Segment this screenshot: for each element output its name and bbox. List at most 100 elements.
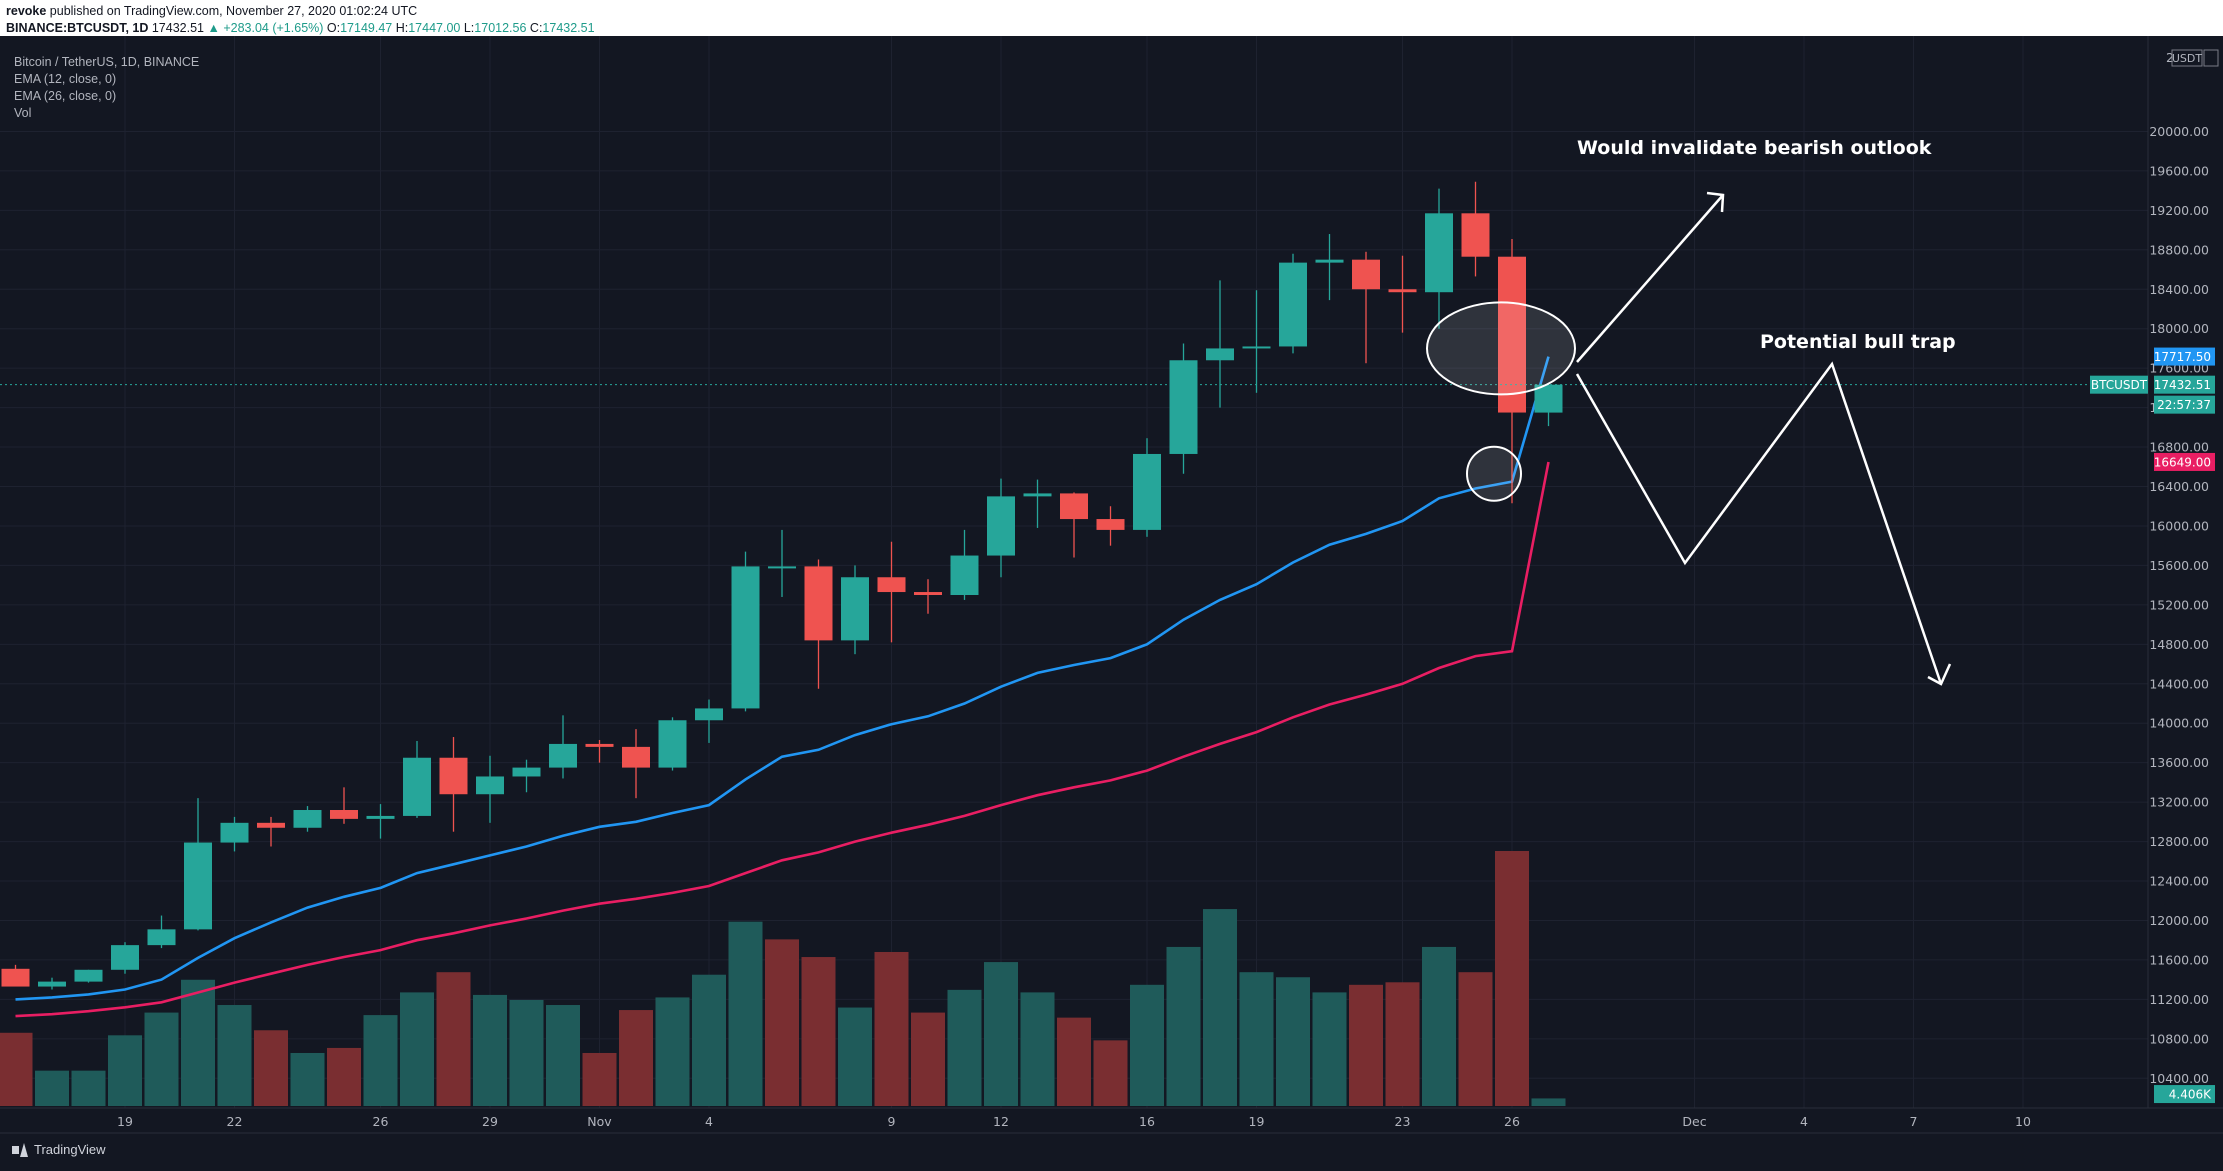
volume-bar: [1276, 977, 1310, 1106]
candle-body: [1242, 346, 1271, 349]
time-tick-label: 4: [1800, 1114, 1808, 1129]
volume-bar: [400, 992, 434, 1106]
price-chart[interactable]: Would invalidate bearish outlook Potentia…: [0, 36, 2223, 1171]
candle-body: [585, 743, 614, 747]
candle-body: [1206, 348, 1234, 361]
candle-body: [877, 577, 906, 593]
price-tick-label: 19600.00: [2149, 163, 2209, 178]
candle-body: [914, 592, 942, 595]
price-tick-label: 16000.00: [2149, 518, 2209, 533]
price-tick-label: 2: [2166, 50, 2174, 65]
candle-body: [987, 496, 1015, 556]
volume-bar: [71, 1070, 106, 1106]
tradingview-brand[interactable]: TradingView: [12, 1142, 106, 1157]
candle-body: [1023, 493, 1052, 497]
volume-bar: [765, 939, 799, 1106]
volume-bar: [181, 979, 215, 1106]
time-tick-label: 23: [1395, 1114, 1411, 1129]
volume-bar: [1458, 972, 1493, 1106]
volume-bar: [290, 1052, 325, 1106]
candle-body: [1352, 259, 1380, 290]
volume-bar: [984, 962, 1018, 1106]
price-tick-label: 19200.00: [2149, 203, 2209, 218]
candle-body: [1060, 493, 1088, 520]
chart-legend: Bitcoin / TetherUS, 1D, BINANCE EMA (12,…: [14, 54, 199, 122]
volume-bar: [473, 994, 507, 1106]
volume-bar: [1130, 984, 1164, 1106]
time-tick-label: 19: [117, 1114, 133, 1129]
candle-body: [403, 757, 431, 816]
volume-bar: [947, 989, 982, 1106]
volume-bar: [619, 1010, 653, 1106]
time-tick-label: 26: [373, 1114, 389, 1129]
price-tick-label: 12000.00: [2149, 913, 2209, 928]
volume-bar: [801, 957, 836, 1106]
highlight-ellipse-lower: [1466, 445, 1522, 502]
price-tick-label: 20000.00: [2149, 124, 2209, 139]
candle-body: [1, 968, 30, 987]
volume-bar: [217, 1005, 252, 1106]
legend-ema26[interactable]: EMA (26, close, 0): [14, 89, 117, 103]
candle-body: [1534, 384, 1563, 413]
price-tick-label: 11600.00: [2149, 952, 2209, 967]
price-tick-label: 18800.00: [2149, 242, 2209, 257]
candle-body: [184, 842, 212, 930]
volume-bar: [1239, 972, 1274, 1106]
price-tick-label: 10400.00: [2149, 1071, 2209, 1086]
close-value: 17432.51: [542, 21, 595, 35]
annotation-label: Would invalidate bearish outlook: [1577, 137, 1932, 159]
publish-line: revoke published on TradingView.com, Nov…: [6, 3, 417, 19]
author-name[interactable]: revoke: [6, 4, 47, 18]
candle-body: [1425, 213, 1453, 293]
time-tick-label: 10: [2015, 1114, 2031, 1129]
candle-body: [695, 708, 723, 721]
volume-bar: [874, 951, 909, 1106]
candle-body: [476, 776, 504, 795]
currency-label: USDT: [2172, 52, 2203, 65]
close-label: C:: [529, 21, 543, 35]
candle-body: [293, 810, 322, 828]
candle-body: [658, 720, 687, 768]
bullish-arrow-line: [1576, 194, 1724, 363]
bearish-arrowhead: [1927, 663, 1952, 686]
price-tag-label: 4.406K: [2169, 1088, 2212, 1102]
symbol-price-tag-label: BTCUSDT: [2091, 378, 2148, 392]
legend-title[interactable]: Bitcoin / TetherUS, 1D, BINANCE: [14, 55, 200, 69]
volume-bar: [1020, 992, 1055, 1106]
legend-ema12[interactable]: EMA (12, close, 0): [14, 72, 117, 86]
volume-bar: [254, 1030, 288, 1106]
candle-body: [220, 822, 249, 843]
grid-lines: [0, 36, 2148, 1108]
price-tick-label: 13600.00: [2149, 755, 2209, 770]
candle-body: [804, 566, 833, 641]
time-tick-label: 7: [1910, 1114, 1918, 1129]
change-arrow-icon: ▲: [207, 21, 220, 35]
legend-volume[interactable]: Vol: [14, 106, 32, 120]
volume-bar: [144, 1012, 179, 1106]
price-tick-label: 16800.00: [2149, 440, 2209, 455]
price-tag-label: 22:57:37: [2157, 398, 2211, 412]
volume-bar: [1166, 946, 1201, 1106]
ema12-line: [15, 356, 1550, 1001]
volume-bar: [728, 921, 763, 1106]
price-tick-label: 16400.00: [2149, 479, 2209, 494]
candle-body: [1498, 256, 1526, 413]
ema26-line: [15, 461, 1550, 1018]
candle-body: [1096, 519, 1125, 530]
time-tick-label: 29: [482, 1114, 498, 1129]
volume-bar: [1312, 992, 1347, 1106]
volume-bar: [692, 974, 726, 1106]
volume-bar: [1203, 909, 1237, 1106]
price-tick-label: 18000.00: [2149, 321, 2209, 336]
candle-body: [366, 815, 395, 819]
time-tick-label: 4: [705, 1114, 713, 1129]
time-tick-label: Nov: [587, 1114, 612, 1129]
volume-bar: [655, 997, 690, 1106]
candle-body: [1169, 360, 1198, 454]
volume-bar: [363, 1015, 398, 1106]
price-tag: [2154, 452, 2215, 471]
candle-body: [512, 767, 541, 777]
candles: [1, 181, 1563, 990]
volume-bar: [1057, 1017, 1091, 1106]
price-tick-label: 12400.00: [2149, 874, 2209, 889]
